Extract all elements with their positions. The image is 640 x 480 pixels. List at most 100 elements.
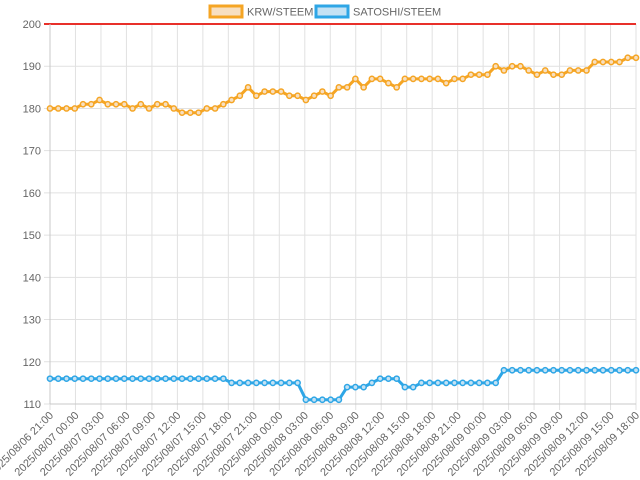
data-point[interactable]: [343, 83, 351, 91]
data-point[interactable]: [302, 96, 310, 104]
data-point[interactable]: [352, 383, 359, 391]
data-point[interactable]: [385, 79, 392, 87]
data-point[interactable]: [145, 105, 153, 112]
data-point[interactable]: [153, 100, 161, 108]
data-point[interactable]: [401, 75, 409, 83]
data-point[interactable]: [500, 67, 508, 74]
data-point[interactable]: [96, 375, 103, 383]
data-point[interactable]: [409, 383, 417, 391]
data-point[interactable]: [79, 375, 87, 383]
data-point[interactable]: [484, 379, 491, 387]
data-point[interactable]: [583, 67, 590, 74]
data-point[interactable]: [376, 375, 384, 383]
data-point[interactable]: [566, 67, 574, 74]
data-point[interactable]: [368, 75, 376, 83]
data-point[interactable]: [599, 58, 607, 66]
data-point[interactable]: [393, 83, 400, 91]
data-point[interactable]: [574, 67, 582, 74]
data-point[interactable]: [591, 58, 599, 66]
data-point[interactable]: [558, 71, 566, 79]
legend-item[interactable]: SATOSHI/STEEM: [314, 4, 441, 19]
data-point[interactable]: [286, 92, 293, 100]
data-point[interactable]: [533, 71, 541, 79]
data-point[interactable]: [261, 379, 268, 387]
data-point[interactable]: [418, 379, 425, 387]
data-point[interactable]: [104, 100, 112, 108]
data-point[interactable]: [517, 366, 524, 374]
data-point[interactable]: [269, 379, 277, 387]
data-point[interactable]: [54, 105, 62, 112]
data-point[interactable]: [517, 62, 524, 70]
data-point[interactable]: [335, 396, 343, 404]
data-point[interactable]: [244, 83, 252, 91]
data-point[interactable]: [451, 379, 458, 387]
data-point[interactable]: [335, 83, 343, 91]
data-point[interactable]: [310, 92, 318, 100]
data-point[interactable]: [252, 379, 260, 387]
data-point[interactable]: [632, 366, 640, 374]
data-point[interactable]: [492, 379, 500, 387]
data-point[interactable]: [244, 379, 252, 387]
data-point[interactable]: [426, 379, 434, 387]
data-point[interactable]: [343, 383, 351, 391]
data-point[interactable]: [71, 375, 79, 383]
data-point[interactable]: [409, 75, 417, 83]
data-point[interactable]: [162, 100, 169, 108]
data-point[interactable]: [219, 375, 227, 383]
data-point[interactable]: [376, 75, 384, 83]
data-point[interactable]: [228, 379, 235, 387]
data-point[interactable]: [434, 379, 442, 387]
data-point[interactable]: [624, 366, 632, 374]
data-point[interactable]: [566, 366, 574, 374]
data-point[interactable]: [46, 105, 54, 112]
data-point[interactable]: [319, 88, 326, 95]
data-point[interactable]: [112, 100, 120, 108]
data-point[interactable]: [63, 375, 70, 383]
data-point[interactable]: [492, 62, 500, 70]
data-point[interactable]: [236, 92, 244, 100]
data-point[interactable]: [286, 379, 293, 387]
data-point[interactable]: [186, 375, 194, 383]
data-point[interactable]: [178, 375, 186, 383]
legend[interactable]: KRW/STEEM SATOSHI/STEEM: [208, 4, 441, 19]
data-point[interactable]: [434, 75, 442, 83]
data-point[interactable]: [574, 366, 582, 374]
data-point[interactable]: [327, 396, 334, 404]
data-point[interactable]: [385, 375, 392, 383]
data-point[interactable]: [63, 105, 70, 112]
data-point[interactable]: [170, 375, 178, 383]
data-point[interactable]: [508, 62, 516, 70]
data-point[interactable]: [616, 58, 623, 66]
data-point[interactable]: [451, 75, 458, 83]
data-point[interactable]: [393, 375, 400, 383]
data-point[interactable]: [327, 92, 334, 100]
data-point[interactable]: [294, 92, 301, 100]
data-point[interactable]: [186, 109, 194, 117]
data-point[interactable]: [277, 379, 285, 387]
data-point[interactable]: [236, 379, 244, 387]
data-point[interactable]: [558, 366, 566, 374]
data-point[interactable]: [607, 58, 615, 66]
data-point[interactable]: [269, 88, 277, 95]
data-point[interactable]: [632, 54, 640, 62]
legend-item[interactable]: KRW/STEEM: [208, 4, 313, 19]
data-point[interactable]: [137, 100, 145, 108]
data-point[interactable]: [541, 366, 549, 374]
data-point[interactable]: [71, 105, 79, 112]
data-point[interactable]: [624, 54, 632, 62]
data-point[interactable]: [484, 71, 491, 79]
data-point[interactable]: [467, 71, 475, 79]
data-point[interactable]: [129, 105, 136, 112]
data-point[interactable]: [203, 105, 211, 112]
data-point[interactable]: [475, 379, 483, 387]
data-point[interactable]: [96, 96, 103, 104]
data-point[interactable]: [368, 379, 376, 387]
data-point[interactable]: [129, 375, 136, 383]
data-point[interactable]: [87, 375, 95, 383]
data-point[interactable]: [525, 67, 533, 74]
data-point[interactable]: [550, 366, 557, 374]
data-point[interactable]: [170, 105, 178, 112]
data-point[interactable]: [360, 83, 367, 91]
data-point[interactable]: [87, 100, 95, 108]
data-point[interactable]: [153, 375, 161, 383]
